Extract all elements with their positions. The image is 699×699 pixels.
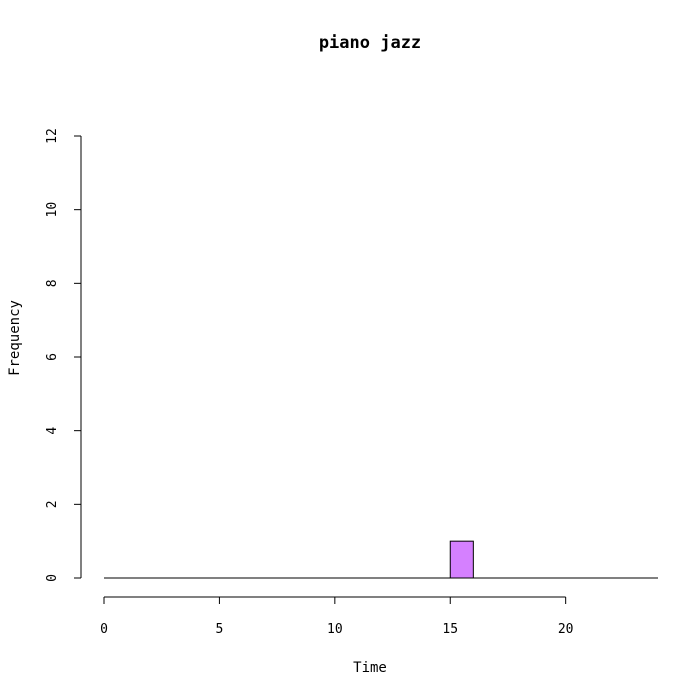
y-axis: 0 2 4 6 8 10 12: [45, 128, 82, 582]
x-tick-label: 15: [442, 622, 458, 637]
y-tick-label: 2: [45, 500, 60, 508]
y-tick-label: 12: [45, 128, 60, 144]
x-tick-label: 10: [327, 622, 343, 637]
x-tick-label: 20: [558, 622, 574, 637]
histogram-bar: [449, 540, 474, 579]
y-axis-label: Frequency: [7, 300, 23, 376]
x-axis: 0 5 10 15 20: [100, 596, 574, 637]
y-tick-label: 0: [45, 574, 60, 582]
x-tick-label: 0: [100, 622, 108, 637]
y-tick-label: 10: [45, 202, 60, 218]
chart-title: piano jazz: [319, 33, 421, 53]
plot-area: [104, 540, 658, 579]
y-tick-label: 8: [45, 279, 60, 287]
y-tick-label: 6: [45, 353, 60, 361]
x-tick-label: 5: [216, 622, 224, 637]
y-tick-label: 4: [45, 427, 60, 435]
x-axis-label: Time: [353, 660, 387, 676]
